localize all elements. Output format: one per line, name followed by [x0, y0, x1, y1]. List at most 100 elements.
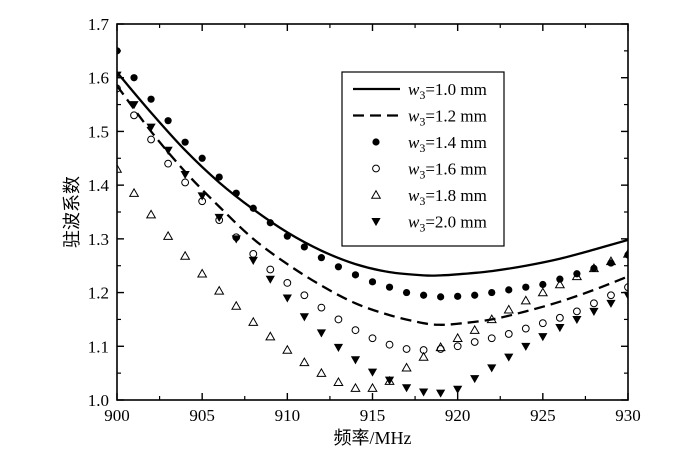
data-point — [522, 283, 530, 291]
series-5 — [117, 71, 628, 398]
data-point — [162, 230, 174, 240]
x-tick-label: 925 — [530, 406, 556, 425]
data-point — [367, 368, 378, 377]
y-tick-label: 1.4 — [88, 176, 110, 195]
data-point — [539, 280, 547, 289]
data-point — [503, 304, 514, 314]
legend-sub: 3 — [419, 88, 425, 102]
y-tick-label: 1.1 — [88, 337, 109, 356]
data-point — [299, 313, 309, 322]
data-point — [316, 329, 326, 338]
series-1 — [117, 85, 628, 326]
data-point — [316, 367, 327, 377]
data-point — [180, 170, 190, 179]
legend-entry-label: w3=1.2 mm — [408, 107, 487, 129]
legend-sub: 3 — [419, 221, 425, 235]
data-point — [556, 275, 564, 283]
series-layer — [117, 47, 628, 398]
data-point — [130, 74, 138, 82]
data-point — [147, 135, 155, 144]
data-point — [231, 300, 242, 310]
data-point — [607, 259, 615, 267]
legend-sub: 3 — [419, 194, 425, 208]
y-tick-label: 1.0 — [88, 391, 109, 410]
data-point — [590, 299, 598, 308]
legend-sub: 3 — [419, 168, 425, 182]
data-point — [571, 271, 583, 281]
data-point — [453, 385, 463, 394]
legend-symbol — [372, 138, 380, 146]
data-point — [538, 333, 548, 342]
legend-entry-label: w3=2.0 mm — [408, 213, 487, 235]
data-point — [181, 138, 189, 146]
data-point — [249, 204, 257, 212]
data-point — [351, 326, 360, 335]
data-point — [487, 364, 497, 373]
series-0 — [117, 71, 628, 277]
legend-var: w — [408, 133, 420, 152]
data-point — [300, 291, 309, 300]
data-point — [265, 331, 276, 341]
data-point — [471, 291, 479, 299]
data-point — [401, 384, 412, 393]
data-point — [573, 307, 581, 316]
data-point — [266, 219, 274, 227]
tick-labels: 900 905 910 915 920 925 930 1.0 1.1 1.2 1.3 1.4 1.5 1… — [88, 15, 641, 425]
data-point — [368, 334, 377, 343]
data-point — [588, 263, 600, 273]
data-point — [214, 213, 224, 222]
data-point — [117, 163, 123, 173]
data-point — [350, 382, 361, 392]
legend-var: w — [408, 80, 420, 99]
legend-symbol — [370, 189, 382, 199]
data-point — [555, 313, 564, 322]
data-point — [130, 111, 138, 120]
data-point — [538, 319, 547, 328]
data-point — [179, 250, 191, 260]
data-point — [486, 314, 497, 324]
data-point — [437, 293, 445, 301]
x-tick-label: 910 — [275, 406, 301, 425]
legend-var: w — [408, 107, 420, 126]
data-point — [470, 375, 480, 384]
data-point — [317, 254, 325, 262]
data-point — [198, 154, 206, 162]
data-point — [129, 101, 139, 110]
data-point — [454, 292, 462, 300]
data-point — [181, 178, 190, 187]
legend-rest: =1.4 mm — [425, 133, 487, 152]
legend-marker — [372, 138, 380, 146]
data-point — [128, 187, 140, 197]
data-point — [333, 376, 344, 386]
data-point — [232, 189, 240, 197]
x-tick-label: 920 — [445, 406, 471, 425]
data-point — [266, 265, 275, 274]
data-point — [622, 248, 628, 258]
legend-entry-label: w3=1.4 mm — [408, 133, 487, 155]
x-tick-label: 930 — [615, 406, 641, 425]
legend-marker — [371, 218, 381, 227]
data-point — [215, 173, 223, 181]
data-point — [164, 117, 172, 125]
data-point — [197, 192, 207, 201]
legend-rest: =2.0 mm — [425, 213, 487, 232]
data-point — [521, 342, 531, 351]
data-point — [350, 356, 361, 365]
data-point — [420, 291, 428, 299]
data-point — [214, 285, 225, 295]
data-point — [505, 286, 513, 294]
legend-rest: =1.0 mm — [425, 80, 487, 99]
y-tick-label: 1.3 — [88, 230, 109, 249]
data-point — [282, 294, 292, 303]
x-axis-label: 频率/MHz — [334, 428, 412, 448]
legend-symbol — [371, 218, 381, 227]
legend-sub: 3 — [419, 141, 425, 155]
y-tick-label: 1.2 — [88, 284, 109, 303]
legend-rest: =1.8 mm — [425, 186, 487, 205]
data-point — [504, 353, 514, 362]
data-point — [248, 256, 258, 265]
data-point — [384, 376, 395, 385]
legend-entry-label: w3=1.6 mm — [408, 160, 487, 182]
